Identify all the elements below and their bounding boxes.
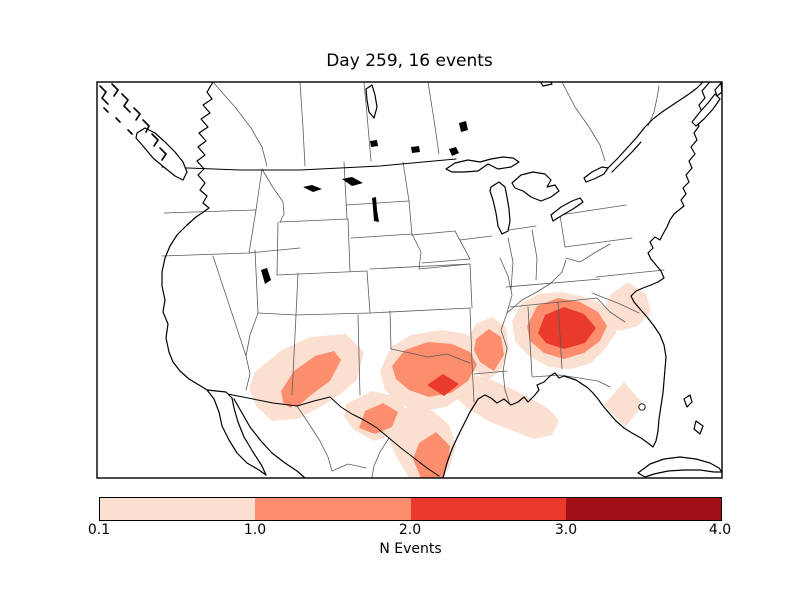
alaska-panhandle-coast — [99, 83, 168, 161]
colorbar — [99, 497, 722, 521]
country-borders — [161, 158, 457, 477]
lake-erie — [550, 197, 584, 222]
nova-scotia — [691, 93, 721, 127]
colorbar-label: N Events — [379, 541, 442, 557]
gulf-atlantic-coast — [442, 82, 711, 478]
lake-okeechobee — [638, 403, 646, 411]
vancouver-island — [135, 127, 188, 181]
plot-title: Day 259, 16 events — [326, 51, 493, 71]
colorbar-segment-2 — [255, 498, 411, 520]
lake-superior — [445, 156, 520, 173]
lake-michigan — [489, 181, 511, 235]
heat-contours-level3 — [427, 307, 596, 396]
colorbar-tick: 4.0 — [708, 522, 732, 538]
st-lawrence-north-shore — [644, 82, 704, 128]
lake-winnipeg — [365, 84, 378, 119]
map-frame — [96, 81, 723, 479]
lake-ontario — [583, 166, 609, 183]
coastlines — [99, 82, 722, 478]
colorbar-segment-4 — [565, 498, 721, 520]
bahamas — [683, 394, 693, 408]
colorbar-tick: 1.0 — [243, 522, 267, 538]
mexico-west-coast — [233, 398, 306, 478]
colorbar-tick: 3.0 — [554, 522, 578, 538]
cuba — [637, 456, 722, 478]
lake-huron — [511, 171, 560, 202]
pacific-coast — [161, 82, 214, 391]
state-borders — [161, 82, 665, 478]
colorbar-segment-3 — [410, 498, 566, 520]
colorbar-segment-1 — [100, 498, 256, 520]
colorbar-tick: 2.0 — [398, 522, 422, 538]
colorbar-tick: 0.1 — [87, 522, 111, 538]
baja-peninsula — [206, 389, 267, 476]
